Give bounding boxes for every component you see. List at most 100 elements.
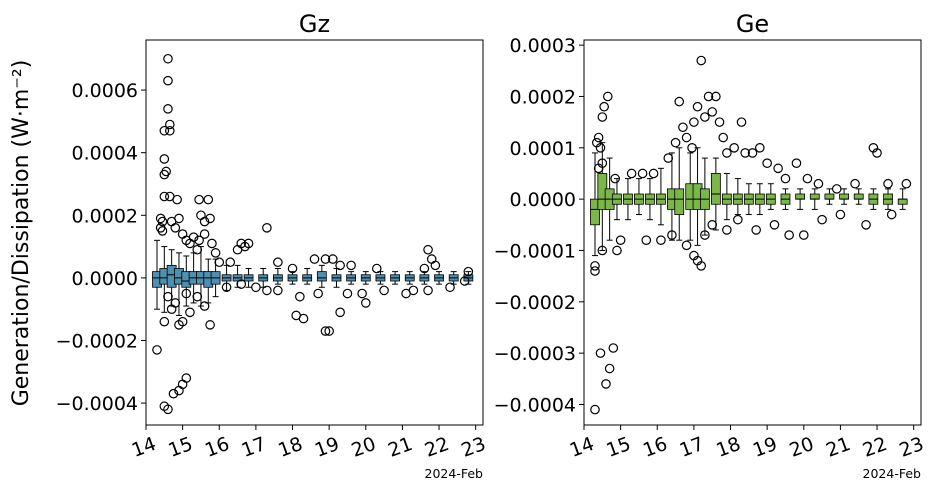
outlier-point xyxy=(170,298,181,308)
y-tick-label: 0.0002 xyxy=(510,86,576,108)
outlier-point xyxy=(593,163,604,174)
outlier-point xyxy=(309,254,320,264)
outlier-point xyxy=(159,169,170,180)
outlier-point xyxy=(747,148,758,158)
outlier-point xyxy=(210,248,221,258)
outlier-point xyxy=(192,291,203,302)
y-tick-label: 0.0006 xyxy=(72,80,138,102)
outlier-point xyxy=(615,235,626,245)
panel-gz: Gz −0.0004 −0.0002 0.0000 0.0002 0.0004 0.0006… xyxy=(56,10,489,481)
outlier-point xyxy=(273,257,283,268)
chart-title: Ge xyxy=(736,10,769,38)
outlier-point xyxy=(831,184,842,194)
outlier-point xyxy=(181,288,192,299)
outlier-point xyxy=(718,132,728,143)
outlier-point xyxy=(295,291,305,302)
outlier-point xyxy=(597,112,608,122)
outlier-point xyxy=(678,122,688,133)
outlier-point xyxy=(729,143,739,153)
y-tick-label: 0.0000 xyxy=(510,189,576,211)
outlier-point xyxy=(590,404,600,415)
outlier-point xyxy=(648,168,659,179)
outlier-point xyxy=(696,261,707,271)
outlier-point xyxy=(423,244,433,255)
outlier-point xyxy=(861,220,871,230)
panel-ge: Ge −0.0004 −0.0003 −0.0002 −0.0001 0.0000 0.00… xyxy=(494,10,927,481)
outlier-point xyxy=(174,213,184,224)
outlier-point xyxy=(445,282,455,293)
outlier-point xyxy=(199,301,210,311)
outlier-point xyxy=(733,214,743,225)
outlier-point xyxy=(205,213,215,224)
outlier-point xyxy=(667,230,677,240)
outlier-point xyxy=(320,326,331,336)
outlier-point xyxy=(236,279,247,289)
outlier-point xyxy=(813,178,824,189)
outlier-point xyxy=(641,235,652,245)
outlier-point xyxy=(599,101,609,112)
outlier-point xyxy=(430,260,441,271)
outlier-point xyxy=(163,104,173,114)
outlier-point xyxy=(608,343,619,353)
outlier-point xyxy=(590,261,600,271)
box-body xyxy=(809,193,820,200)
y-tick-label: −0.0001 xyxy=(494,240,576,262)
outlier-point xyxy=(707,220,718,230)
outlier-point xyxy=(163,291,173,302)
box-body xyxy=(795,193,806,200)
outlier-point xyxy=(172,194,182,205)
outlier-point xyxy=(714,117,725,127)
outlier-point xyxy=(165,119,175,130)
outlier-point xyxy=(221,282,232,293)
outlier-point xyxy=(736,117,747,127)
outlier-point xyxy=(199,229,210,239)
outlier-point xyxy=(168,388,179,399)
outlier-point xyxy=(769,220,780,230)
outlier-point xyxy=(755,143,765,153)
outlier-point xyxy=(703,91,714,102)
outlier-point xyxy=(802,173,813,184)
outlier-point xyxy=(593,132,604,143)
box-body xyxy=(590,198,600,226)
plot-frame xyxy=(583,39,922,426)
outlier-point xyxy=(722,148,732,158)
outlier-point xyxy=(262,285,272,296)
y-tick-label: −0.0004 xyxy=(494,394,576,416)
outlier-point xyxy=(159,191,170,202)
outlier-point xyxy=(205,320,215,330)
outlier-point xyxy=(152,345,162,355)
box-body xyxy=(824,193,835,200)
outlier-point xyxy=(817,214,827,225)
outlier-point xyxy=(762,158,772,168)
outlier-point xyxy=(159,316,170,327)
y-tick-label: 0.0004 xyxy=(72,143,138,165)
outlier-point xyxy=(689,117,699,127)
outlier-point xyxy=(335,307,345,318)
outlier-point xyxy=(287,263,298,274)
outlier-point xyxy=(194,235,204,246)
outlier-point xyxy=(177,316,188,327)
outlier-point xyxy=(360,298,371,308)
outlier-point xyxy=(199,216,210,227)
outlier-point xyxy=(379,285,389,296)
outlier-point xyxy=(163,53,173,64)
outlier-point xyxy=(214,257,225,268)
outlier-point xyxy=(328,254,338,264)
outlier-point xyxy=(357,288,367,299)
outlier-point xyxy=(610,173,620,184)
outlier-point xyxy=(674,96,685,107)
outlier-point xyxy=(604,363,615,374)
outlier-point xyxy=(159,154,170,164)
outlier-point xyxy=(601,379,611,389)
outlier-point xyxy=(320,254,331,264)
outlier-point xyxy=(886,209,897,220)
box-body xyxy=(316,271,327,282)
outlier-point xyxy=(612,245,622,256)
outlier-point xyxy=(687,143,697,153)
outlier-point xyxy=(603,91,613,102)
outlier-point xyxy=(194,194,204,205)
outlier-point xyxy=(696,55,707,66)
outlier-point xyxy=(419,263,430,274)
outlier-point xyxy=(459,276,470,286)
outlier-point xyxy=(324,326,334,336)
